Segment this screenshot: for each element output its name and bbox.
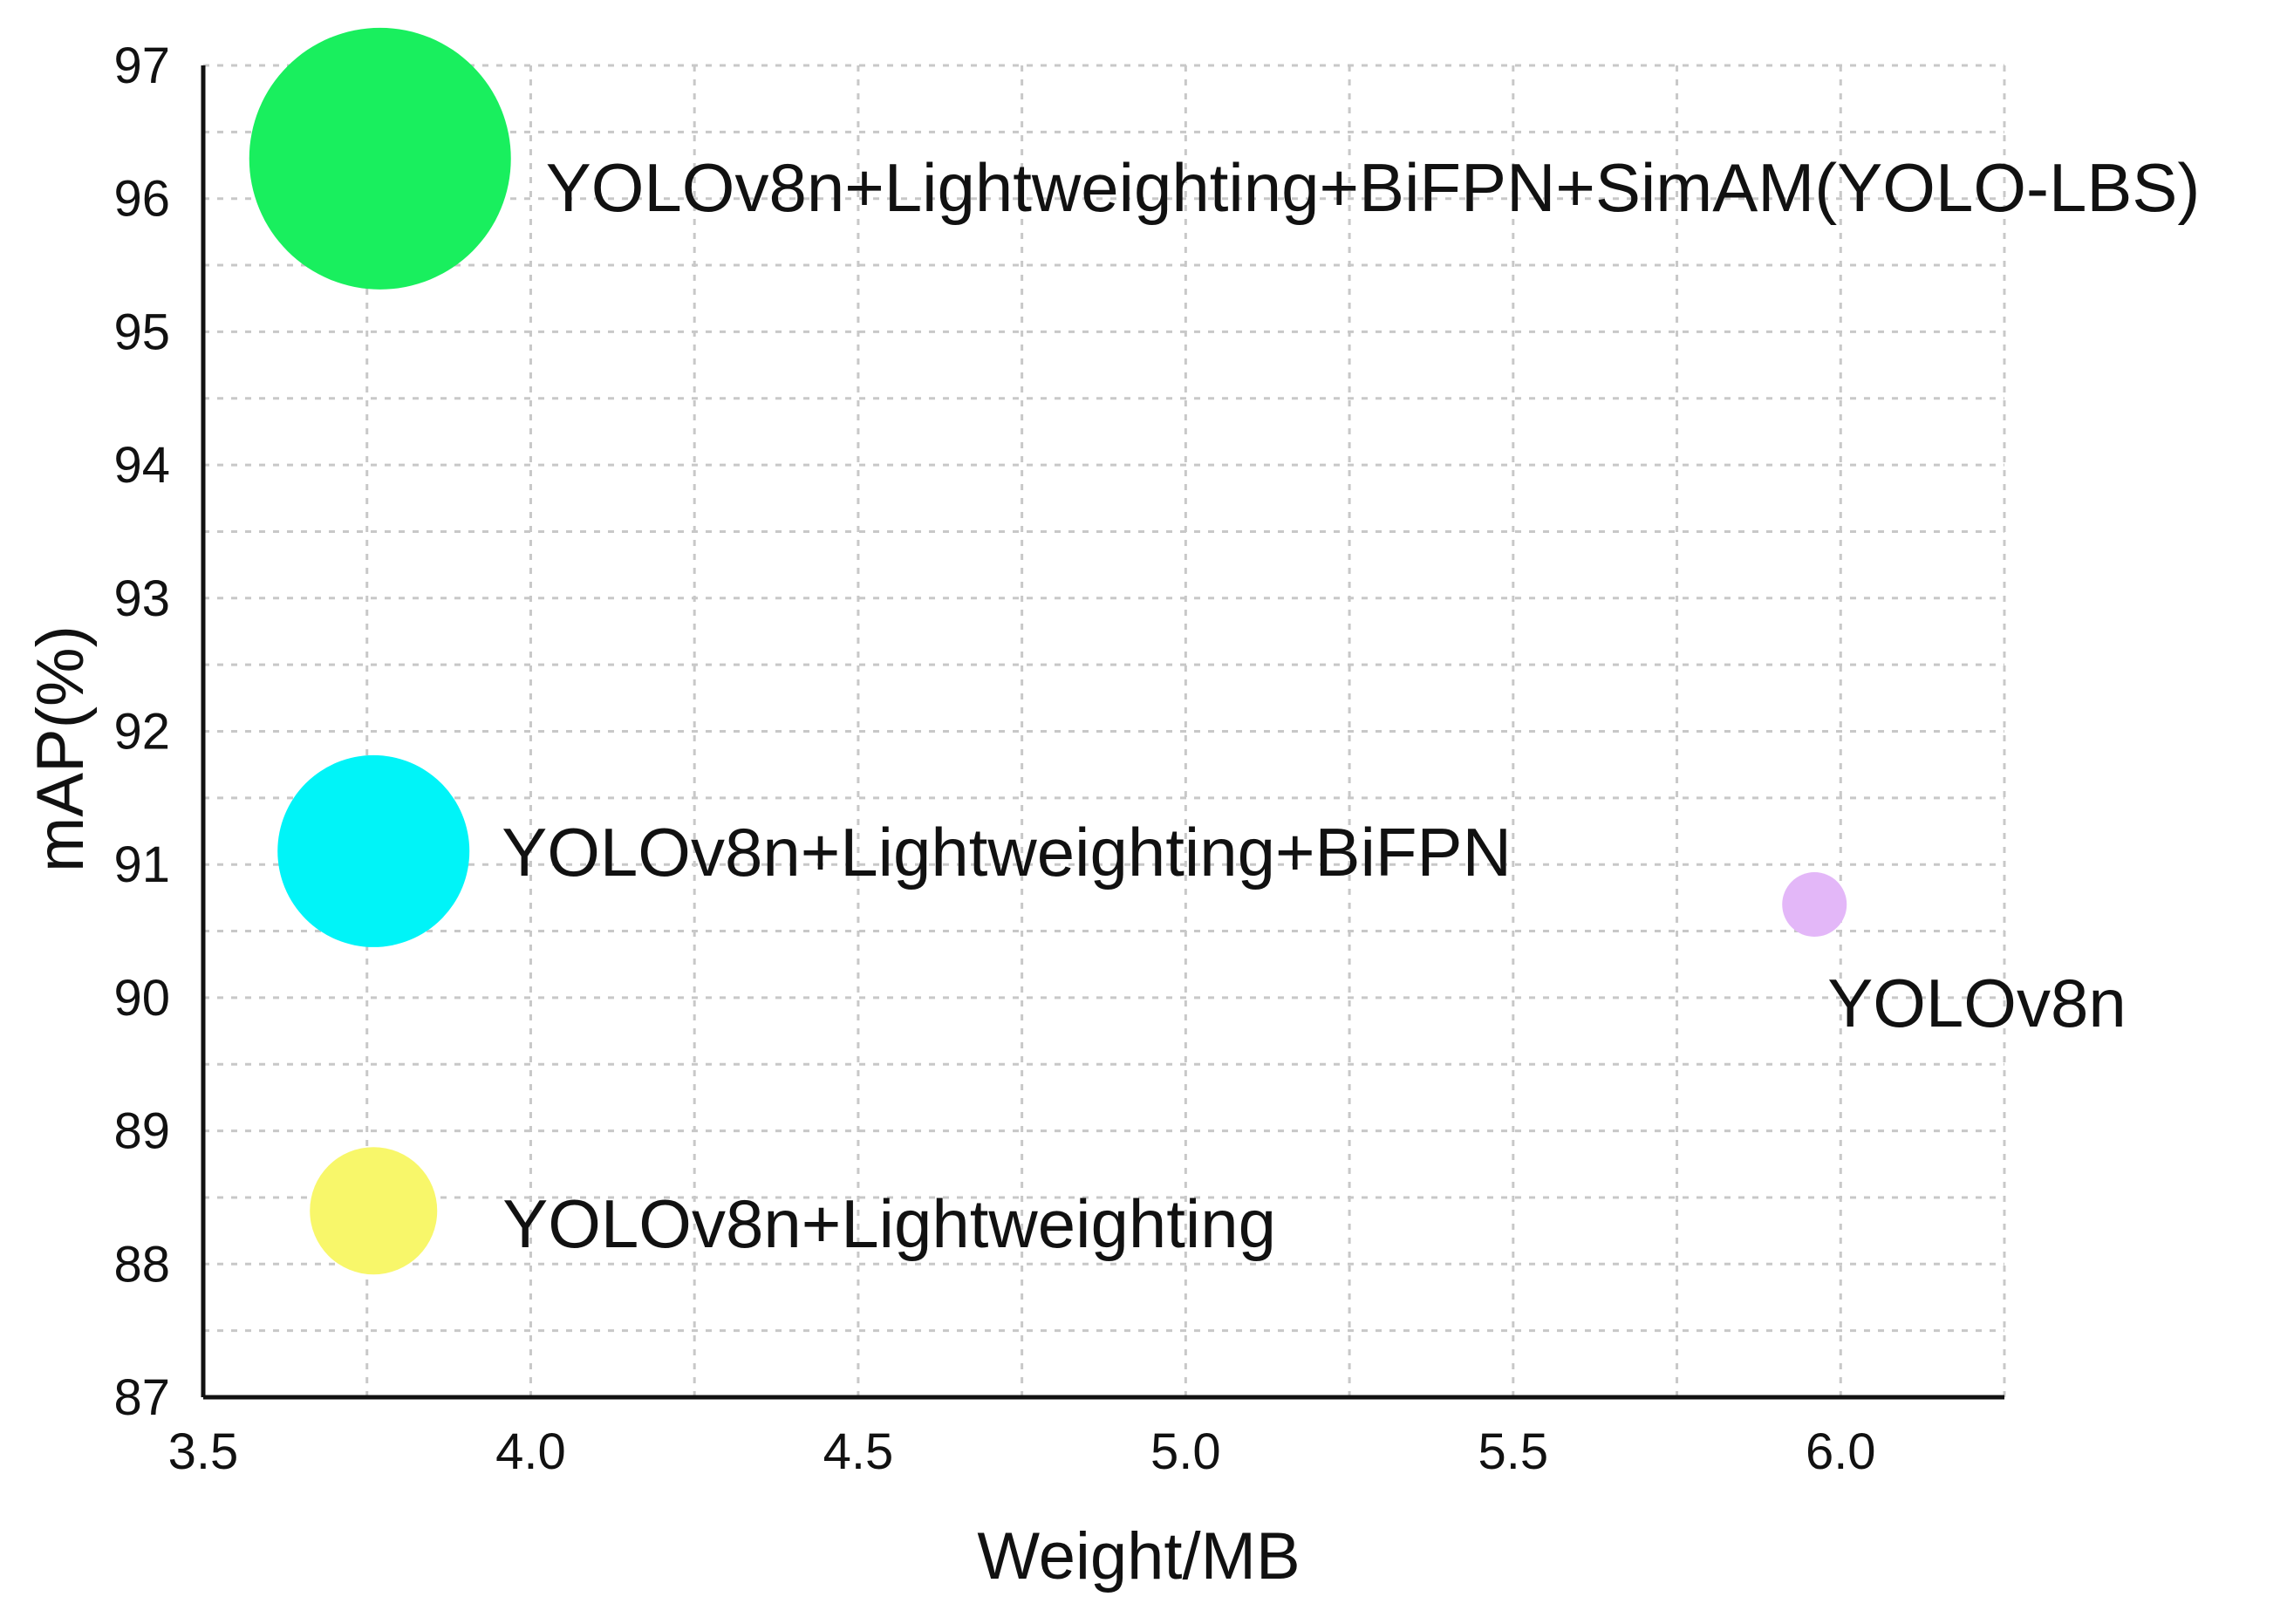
axes: 87 88 89 90 91 92 93 94 95 96 97 3.5 4.0 4.5 5.0 5.5 6.0 [113,38,2004,1480]
y-tick-label: 94 [113,437,170,494]
y-tick-label: 90 [113,970,170,1027]
bubble [249,27,511,290]
x-tick-label: 5.5 [1478,1423,1548,1480]
bubble-label: YOLOv8n+Lightweighting [502,1185,1276,1262]
y-tick-label: 91 [113,836,170,893]
x-tick-label: 3.5 [168,1423,239,1480]
bubble-label: YOLOv8n [1827,965,2127,1041]
x-tick-label: 4.0 [495,1423,566,1480]
bubble [277,754,470,947]
bubble [1782,872,1847,938]
x-axis-title: Weight/MB [977,1519,1300,1593]
y-tick-label: 96 [113,171,170,228]
y-tick-label: 92 [113,704,170,761]
y-tick-label: 88 [113,1236,170,1293]
y-tick-label: 89 [113,1103,170,1160]
y-tick-label: 97 [113,38,170,94]
x-tick-label: 6.0 [1806,1423,1876,1480]
x-tick-label: 5.0 [1150,1423,1221,1480]
bubble [310,1147,438,1275]
bubble-label: YOLOv8n+Lightweighting+BiFPN [502,814,1512,890]
y-tick-label: 95 [113,304,170,360]
y-tick-label: 87 [113,1369,170,1426]
y-tick-label: 93 [113,570,170,627]
bubble-label: YOLOv8n+Lightweighting+BiFPN+SimAM(YOLO-… [546,149,2201,226]
x-tick-label: 4.5 [823,1423,894,1480]
bubble-labels: YOLOv8n+Lightweighting+BiFPN+SimAM(YOLO-… [502,149,2200,1262]
y-axis-title: mAP(%) [24,625,98,872]
bubbles [249,27,1847,1275]
